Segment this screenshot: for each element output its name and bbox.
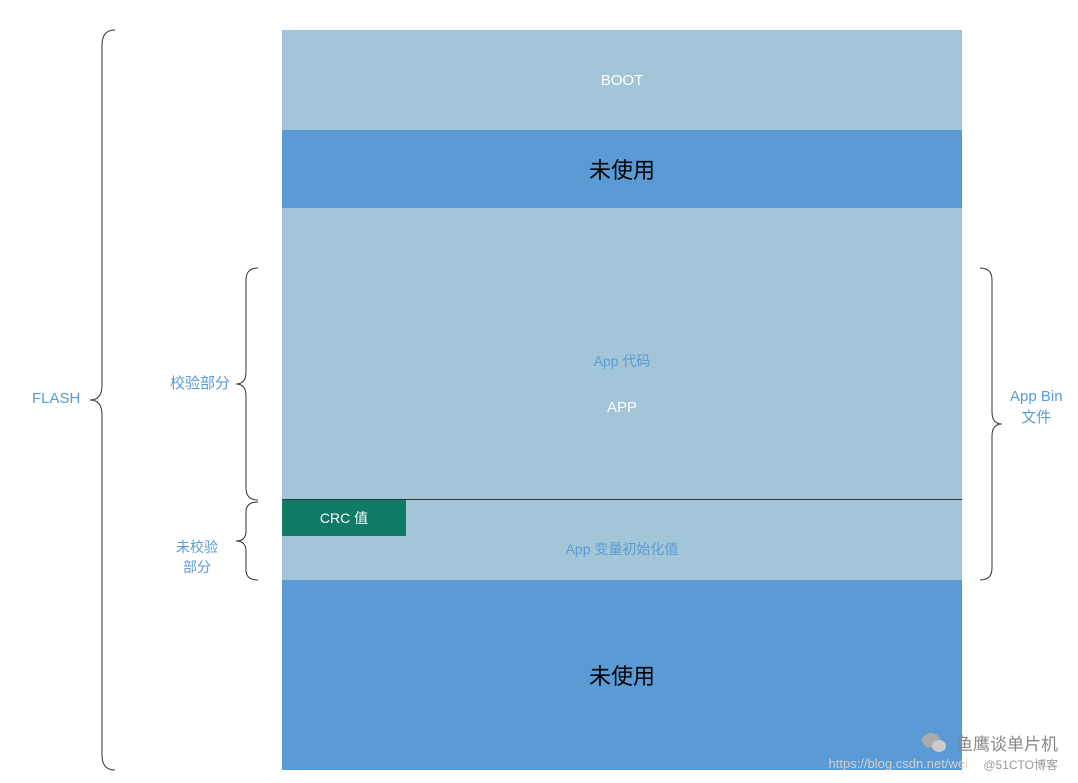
- author-sub: @51CTO博客: [983, 756, 1058, 773]
- appbin-label: App Bin 文件: [1010, 386, 1063, 428]
- crc-row-block: CRC 值 App 变量初始化值: [282, 500, 962, 580]
- unused-block-2: 未使用: [282, 580, 962, 770]
- boot-block: BOOT: [282, 30, 962, 130]
- watermark-url: https://blog.csdn.net/wei: [829, 756, 968, 771]
- uncheck-line2: 部分: [183, 559, 211, 575]
- uncheck-line1: 未校验: [176, 539, 218, 555]
- crc-label: CRC 值: [320, 508, 368, 528]
- author-mark: 鱼鹰谈单片机: [922, 730, 1058, 755]
- brace-check: [236, 268, 262, 500]
- author-name: 鱼鹰谈单片机: [956, 730, 1058, 755]
- app-main-block: App 代码 APP: [282, 268, 962, 500]
- crc-value-box: CRC 值: [282, 500, 406, 536]
- app-top-block: [282, 208, 962, 268]
- memory-layout-diagram: BOOT 未使用 App 代码 APP CRC 值 App 变量初始化值 未使用: [282, 30, 962, 770]
- boot-label: BOOT: [601, 72, 644, 89]
- unused1-label: 未使用: [589, 153, 655, 185]
- unused-block-1: 未使用: [282, 130, 962, 208]
- brace-appbin: [976, 268, 1002, 580]
- appbin-line1: App Bin: [1010, 388, 1063, 405]
- check-label: 校验部分: [170, 372, 230, 393]
- uncheck-label: 未校验 部分: [176, 538, 218, 577]
- app-label: APP: [607, 399, 637, 416]
- flash-label: FLASH: [32, 390, 80, 407]
- unused2-label: 未使用: [589, 659, 655, 691]
- appbin-line2: 文件: [1021, 409, 1051, 426]
- brace-uncheck: [236, 502, 262, 580]
- app-code-label: App 代码: [594, 351, 651, 371]
- brace-flash: [90, 30, 120, 770]
- wechat-icon: [922, 731, 950, 755]
- app-init-label: App 变量初始化值: [566, 539, 679, 559]
